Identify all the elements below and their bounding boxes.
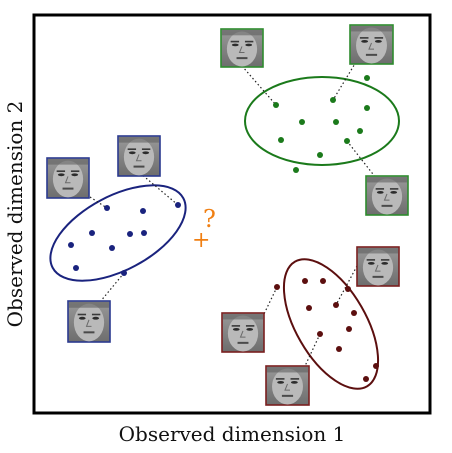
- green-cluster-ellipse: [244, 76, 400, 166]
- connector-line: [304, 333, 321, 367]
- data-point: [364, 75, 370, 81]
- data-point: [175, 202, 181, 208]
- data-point: [109, 245, 115, 251]
- data-point: [364, 105, 370, 111]
- data-point: [357, 128, 363, 134]
- data-point: [336, 346, 342, 352]
- data-point: [140, 208, 146, 214]
- query-plus: +: [192, 228, 210, 253]
- face-thumbnail: [220, 28, 264, 68]
- data-point: [104, 205, 110, 211]
- data-point: [346, 326, 352, 332]
- data-point: [317, 152, 323, 158]
- face-thumbnail: [356, 246, 400, 287]
- data-point: [141, 230, 147, 236]
- blue-cluster-ellipse: [49, 184, 187, 282]
- red-points: [274, 278, 379, 382]
- y-axis-label: Observed dimension 2: [3, 101, 27, 328]
- face-thumbnails: [46, 24, 409, 406]
- face-thumbnail: [221, 312, 265, 353]
- red-cluster-ellipse: [282, 258, 380, 390]
- connector-line: [335, 265, 358, 306]
- connector-line: [89, 196, 108, 209]
- connector-lines: [89, 61, 377, 367]
- connector-line: [263, 286, 278, 315]
- data-point: [345, 286, 351, 292]
- data-point: [121, 270, 127, 276]
- data-point: [278, 137, 284, 143]
- query-point: + ?: [192, 205, 216, 253]
- data-point: [317, 331, 323, 337]
- data-point: [333, 119, 339, 125]
- blue-points: [68, 202, 181, 276]
- data-point: [273, 102, 279, 108]
- data-point: [351, 310, 357, 316]
- face-thumbnail: [265, 365, 310, 406]
- data-point: [302, 278, 308, 284]
- data-point: [68, 242, 74, 248]
- face-thumbnail: [365, 175, 409, 216]
- data-point: [333, 302, 339, 308]
- data-point: [89, 230, 95, 236]
- data-point: [330, 97, 336, 103]
- data-point: [274, 284, 280, 290]
- face-thumbnail: [117, 135, 161, 177]
- data-point: [127, 231, 133, 237]
- data-point: [306, 305, 312, 311]
- data-point: [320, 278, 326, 284]
- data-point: [363, 376, 369, 382]
- data-point: [293, 167, 299, 173]
- face-thumbnail: [67, 300, 111, 343]
- face-thumbnail: [46, 157, 90, 199]
- connector-line: [139, 172, 179, 206]
- green-points: [273, 75, 370, 173]
- data-point: [73, 265, 79, 271]
- data-point: [299, 119, 305, 125]
- face-thumbnail: [349, 24, 394, 65]
- data-point: [373, 363, 379, 369]
- connector-line: [241, 65, 277, 106]
- query-question: ?: [203, 205, 216, 233]
- data-point: [344, 138, 350, 144]
- connector-line: [332, 61, 357, 101]
- x-axis-label: Observed dimension 1: [119, 422, 346, 446]
